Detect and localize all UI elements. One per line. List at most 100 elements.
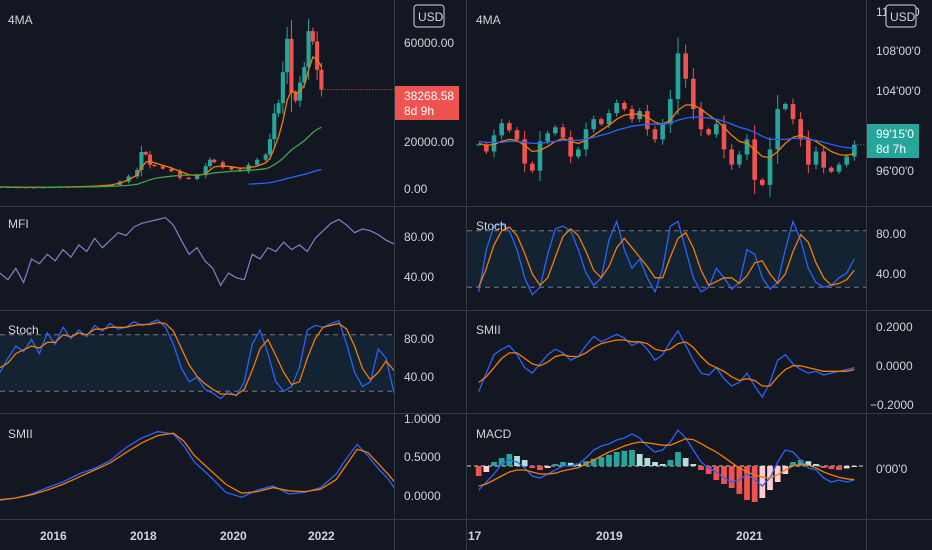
left-xaxis-label: 2018 xyxy=(130,529,157,543)
right-stoch-title: Stoch xyxy=(476,219,507,233)
right-price-ma-slow-line xyxy=(478,116,855,150)
right-price-candle-body xyxy=(737,154,742,165)
right-price-candle-body xyxy=(507,123,512,131)
left-price-candle-body xyxy=(177,171,183,178)
right-macd-histogram-bar xyxy=(805,461,812,466)
right-price-candle-body xyxy=(821,151,826,168)
right-macd-macd-line xyxy=(478,428,855,491)
right-macd-histogram-bar xyxy=(606,454,612,466)
right-last-price-bg xyxy=(867,124,919,158)
left-price-candle-body xyxy=(126,176,131,182)
left-price-candle-body xyxy=(315,41,320,70)
right-smii-title: SMII xyxy=(476,323,501,337)
right-smii-tick: −0.2000 xyxy=(870,398,914,412)
right-macd-histogram-bar xyxy=(667,460,674,466)
right-price-candle-body xyxy=(606,113,612,125)
right-price-tick: 108'00'0 xyxy=(876,44,921,58)
right-price-candle-body xyxy=(637,111,642,120)
right-price-candle-body xyxy=(591,119,596,130)
right-macd-histogram-bar xyxy=(567,462,574,466)
right-macd-histogram-bar xyxy=(644,458,651,466)
left-xaxis-label: 2016 xyxy=(40,529,67,543)
left-price-candle-body xyxy=(310,31,315,42)
left-currency-label: USD xyxy=(418,10,444,24)
right-macd-histogram-bar xyxy=(598,457,605,466)
right-price-candle-body xyxy=(675,53,681,99)
right-macd-histogram-bar xyxy=(851,466,858,467)
left-mfi-tick: 40.00 xyxy=(404,270,434,284)
left-price-candle-body xyxy=(195,175,200,179)
right-price-candle-body xyxy=(599,119,604,125)
right-price-candle-body xyxy=(852,144,857,157)
right-price-candle-body xyxy=(790,104,796,120)
right-price-candle-body xyxy=(568,137,573,157)
left-price-candle-body xyxy=(169,168,174,172)
left-price-tick: 60000.00 xyxy=(404,36,454,50)
left-xaxis-label: 2022 xyxy=(308,529,335,543)
right-macd-histogram-bar xyxy=(836,466,842,470)
left-price-candle-body xyxy=(306,31,311,68)
right-xaxis-label: 17 xyxy=(468,529,482,543)
right-smii-line-line xyxy=(478,329,855,399)
right-price-candle-body xyxy=(514,130,520,140)
left-price-tick: 20000.00 xyxy=(404,135,454,149)
right-price-candle-body xyxy=(783,104,788,110)
right-macd-histogram-bar xyxy=(613,452,620,466)
right-macd-histogram-bar xyxy=(774,466,781,482)
right-currency-button-frame[interactable] xyxy=(885,4,917,28)
left-price-title: 4MA xyxy=(8,13,33,27)
right-price-candle-body xyxy=(537,141,543,171)
right-macd-histogram-bar xyxy=(514,456,520,466)
right-macd-histogram-bar xyxy=(575,463,582,466)
right-macd-title: MACD xyxy=(476,427,512,441)
right-macd-histogram-bar xyxy=(713,466,720,480)
right-macd-histogram-bar xyxy=(537,466,543,470)
right-macd-histogram-bar xyxy=(759,466,766,498)
right-macd-histogram-bar xyxy=(621,450,628,466)
right-price-candle-body xyxy=(729,149,734,165)
right-price-candle-body xyxy=(491,135,497,152)
left-stoch-title: Stoch xyxy=(8,323,39,337)
left-xaxis-label: 2020 xyxy=(220,529,247,543)
right-price-candle-body xyxy=(691,78,696,110)
right-price-candle-body xyxy=(652,129,658,140)
left-price-candle-body xyxy=(289,38,294,93)
left-countdown: 8d 9h xyxy=(404,104,434,118)
chart-marks xyxy=(0,18,866,502)
right-smii-tick: 0.0000 xyxy=(876,359,913,373)
right-currency-label: USD xyxy=(890,10,916,24)
right-price-candle-body xyxy=(767,149,773,185)
left-price-tick: 0.00 xyxy=(404,182,428,196)
right-price-candle-body xyxy=(476,144,481,146)
left-price-candle-body xyxy=(186,177,191,179)
left-price-candle-body xyxy=(319,69,324,90)
right-price-candle-body xyxy=(614,102,619,114)
left-price-candle-body xyxy=(272,113,277,140)
right-macd-histogram-bar xyxy=(744,466,750,500)
right-macd-histogram-bar xyxy=(521,460,528,466)
left-stoch--d-line xyxy=(0,321,395,396)
right-currency-button[interactable]: USD xyxy=(885,4,917,28)
right-price-candle-body xyxy=(844,156,849,165)
left-price-candle-body xyxy=(135,170,140,177)
left-price-ma-mid-line xyxy=(0,126,322,188)
left-last-price-label: 38268.58 8d 9h xyxy=(395,86,459,120)
right-stoch-band-fill xyxy=(467,230,866,288)
right-macd-histogram-bar xyxy=(728,466,735,488)
right-price-tick: 96'00'0 xyxy=(876,164,914,178)
left-smii-tick: 0.0000 xyxy=(404,489,441,503)
right-stoch-tick: 80.00 xyxy=(876,227,906,241)
right-macd-histogram-bar xyxy=(491,462,497,466)
left-smii-line-line xyxy=(0,430,395,502)
right-price-candle-body xyxy=(706,129,711,135)
right-stoch--d-line xyxy=(478,226,855,288)
indicator-bands xyxy=(0,230,866,392)
left-currency-button-frame[interactable] xyxy=(413,4,445,28)
left-price-candle-body xyxy=(212,159,217,163)
left-currency-button[interactable]: USD xyxy=(413,4,445,28)
right-xaxis-label: 2021 xyxy=(736,529,763,543)
left-mfi-title: MFI xyxy=(8,217,29,231)
left-price-candle-body xyxy=(147,154,153,165)
